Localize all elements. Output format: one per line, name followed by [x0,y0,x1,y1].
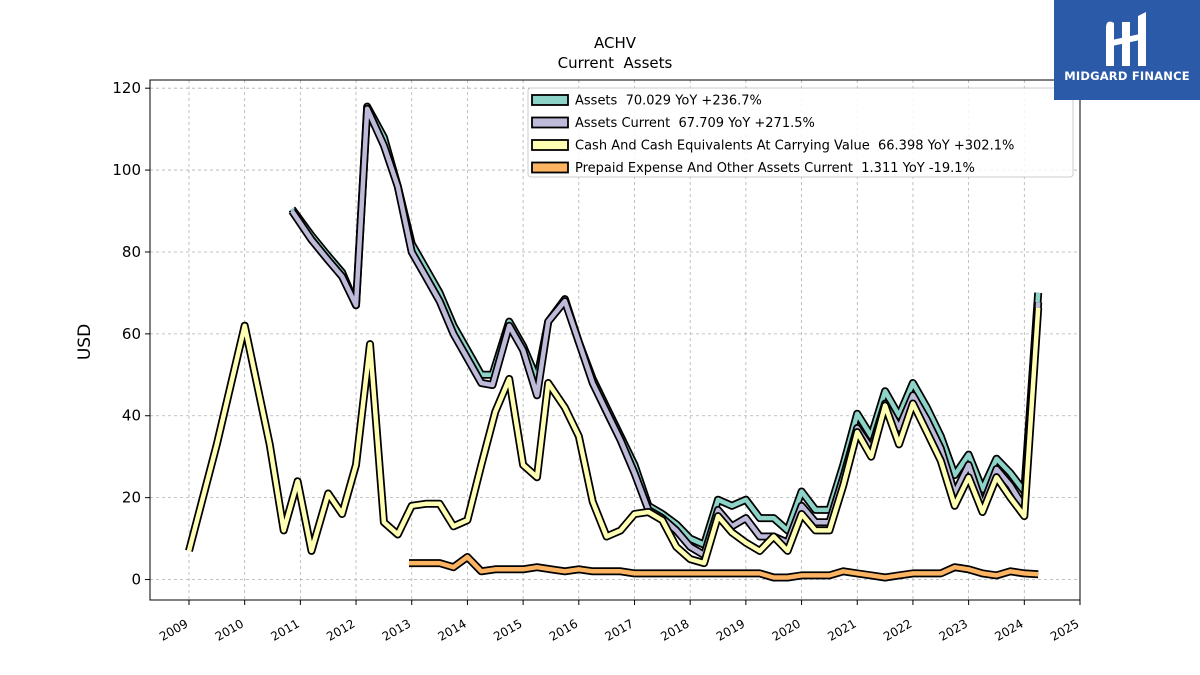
x-tick-label: 2013 [380,616,413,643]
x-tick-label: 2018 [658,616,691,643]
x-tick-label: 2012 [324,616,357,643]
y-tick-label: 120 [112,79,141,97]
x-tick-label: 2019 [714,616,747,643]
y-tick-label: 80 [122,243,141,261]
x-tick-label: 2025 [1048,616,1081,643]
series-lines [185,102,1043,582]
legend-label: Assets Current 67.709 YoY +271.5% [575,116,815,131]
x-tick-label: 2020 [770,616,803,643]
x-tick-label: 2010 [213,616,246,643]
legend-swatch [531,161,569,174]
series-line-1 [290,106,1041,558]
chart-subtitle: Current Assets [558,54,673,72]
y-axis-label: USD [75,324,95,360]
x-tick-label: 2009 [157,616,190,643]
x-tick-label: 2017 [603,616,636,643]
y-tick-label: 100 [112,161,141,179]
legend-label: Assets 70.029 YoY +236.7% [575,94,762,109]
x-tick-label: 2011 [268,616,301,643]
y-tick-label: 0 [131,571,141,589]
legend-swatch [531,116,569,129]
y-tick-label: 60 [122,325,141,343]
x-tick-label: 2016 [547,616,580,643]
x-tick-label: 2024 [992,616,1025,643]
x-tick-label: 2023 [937,616,970,643]
series-line-2 [186,307,1041,566]
legend-swatch [531,139,569,151]
x-tick-label: 2021 [825,616,858,643]
x-tick-label: 2015 [491,616,524,643]
logo-text: MIDGARD FINANCE [1064,69,1190,83]
midgard-logo-icon [1106,12,1146,67]
x-tick-label: 2014 [435,616,468,643]
series-line-3 [409,554,1039,580]
legend-label: Prepaid Expense And Other Assets Current… [575,161,975,176]
legend-label: Cash And Cash Equivalents At Carrying Va… [575,139,1014,154]
plot-frame [149,79,1081,601]
legend-box [527,87,1074,178]
brand-logo: MIDGARD FINANCE [1054,0,1200,100]
legend: Assets 70.029 YoY +236.7% Assets Current … [527,87,1074,178]
y-tick-label: 40 [122,407,141,425]
series-outline-2 [185,307,1043,568]
x-tick-label: 2022 [881,616,914,643]
legend-swatch [531,94,569,106]
y-tick-label: 20 [122,489,141,507]
chart-title: ACHV [594,34,637,52]
